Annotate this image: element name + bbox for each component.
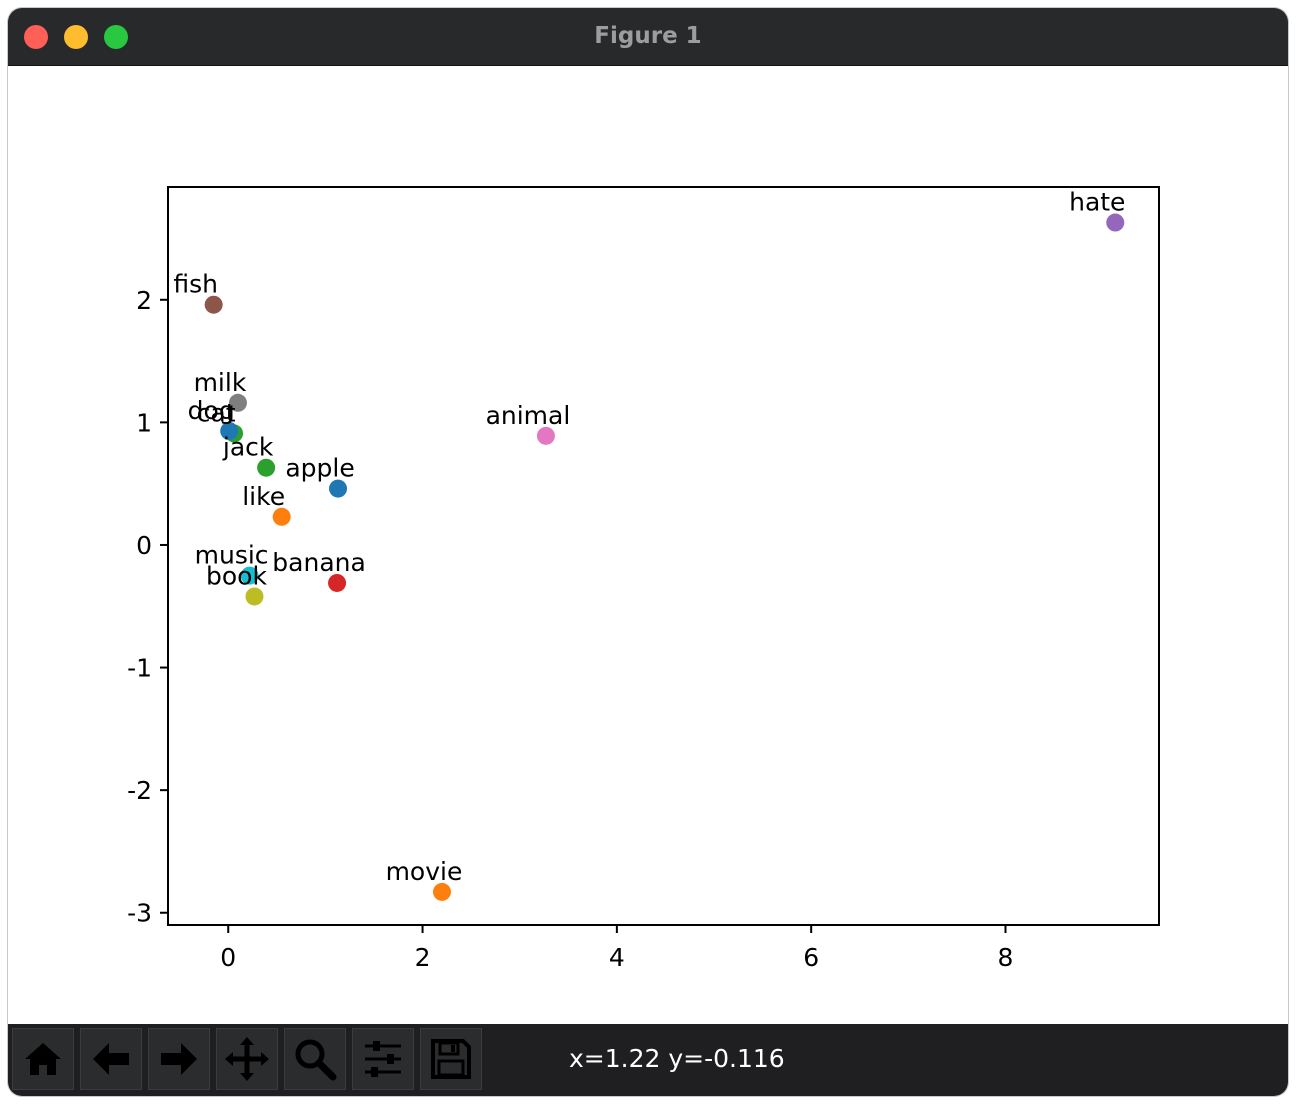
x-tick-label: 6 [803, 943, 819, 972]
arrow-right-icon [161, 1043, 197, 1075]
x-tick-label: 0 [220, 943, 236, 972]
point-like [272, 507, 291, 526]
point-banana [328, 573, 347, 592]
figure-window: Figure 1 0 2 4 6 8 2 1 0 -1 -2 -3 hate fish milk cat… [8, 8, 1288, 1096]
point-label-book: book [206, 561, 267, 590]
close-window-button[interactable] [24, 25, 48, 49]
home-icon [25, 1043, 61, 1075]
point-milk [228, 393, 247, 412]
y-tick-label: 0 [136, 531, 152, 560]
figure-canvas[interactable]: 0 2 4 6 8 2 1 0 -1 -2 -3 hate fish milk cat dog animal… [8, 66, 1288, 1024]
plot-frame [167, 186, 1160, 926]
point-label-music: music [195, 541, 269, 570]
zoom-button[interactable] [284, 1028, 346, 1090]
magnifier-icon [295, 1039, 337, 1081]
point-label-cat: cat [197, 398, 236, 427]
home-button[interactable] [12, 1028, 74, 1090]
point-label-jack: jack [222, 433, 274, 462]
point-jack [257, 458, 276, 477]
x-tick-label: 4 [609, 943, 625, 972]
point-movie [432, 882, 451, 901]
y-tick-label: -2 [127, 776, 152, 805]
point-label-movie: movie [386, 857, 463, 886]
arrow-left-icon [93, 1043, 129, 1075]
y-tick-label: 2 [136, 286, 152, 315]
point-hate [1106, 213, 1125, 232]
forward-button[interactable] [148, 1028, 210, 1090]
point-label-banana: banana [272, 548, 366, 577]
minimize-window-button[interactable] [64, 25, 88, 49]
pan-button[interactable] [216, 1028, 278, 1090]
maximize-window-button[interactable] [104, 25, 128, 49]
subplots-button[interactable] [352, 1028, 414, 1090]
point-book [245, 587, 264, 606]
point-label-apple: apple [285, 454, 354, 483]
point-label-fish: fish [173, 270, 218, 299]
point-label-hate: hate [1069, 188, 1125, 217]
y-tick-label: -1 [127, 654, 152, 683]
data-points [204, 213, 1125, 901]
x-tick-label: 8 [998, 943, 1014, 972]
point-apple [329, 479, 348, 498]
point-label-like: like [242, 482, 285, 511]
window-title: Figure 1 [594, 23, 702, 49]
floppy-icon [431, 1039, 471, 1079]
point-label-animal: animal [486, 401, 571, 430]
sliders-icon [365, 1041, 401, 1077]
back-button[interactable] [80, 1028, 142, 1090]
y-tick-label: -3 [127, 899, 152, 928]
point-music [240, 566, 259, 585]
x-axis-ticks: 0 2 4 6 8 [220, 925, 1013, 972]
point-fish [204, 295, 223, 314]
y-axis-ticks: 2 1 0 -1 -2 -3 [127, 286, 168, 928]
save-button[interactable] [420, 1028, 482, 1090]
move-icon [225, 1037, 269, 1081]
y-tick-label: 1 [136, 408, 152, 437]
title-bar: Figure 1 [8, 8, 1288, 66]
point-dog [220, 421, 239, 440]
x-tick-label: 2 [415, 943, 431, 972]
point-label-dog: dog [188, 396, 235, 425]
point-label-milk: milk [194, 368, 247, 397]
navigation-toolbar: x=1.22 y=-0.116 [8, 1024, 1288, 1096]
point-animal [536, 426, 555, 445]
cursor-coordinates: x=1.22 y=-0.116 [569, 1044, 785, 1073]
